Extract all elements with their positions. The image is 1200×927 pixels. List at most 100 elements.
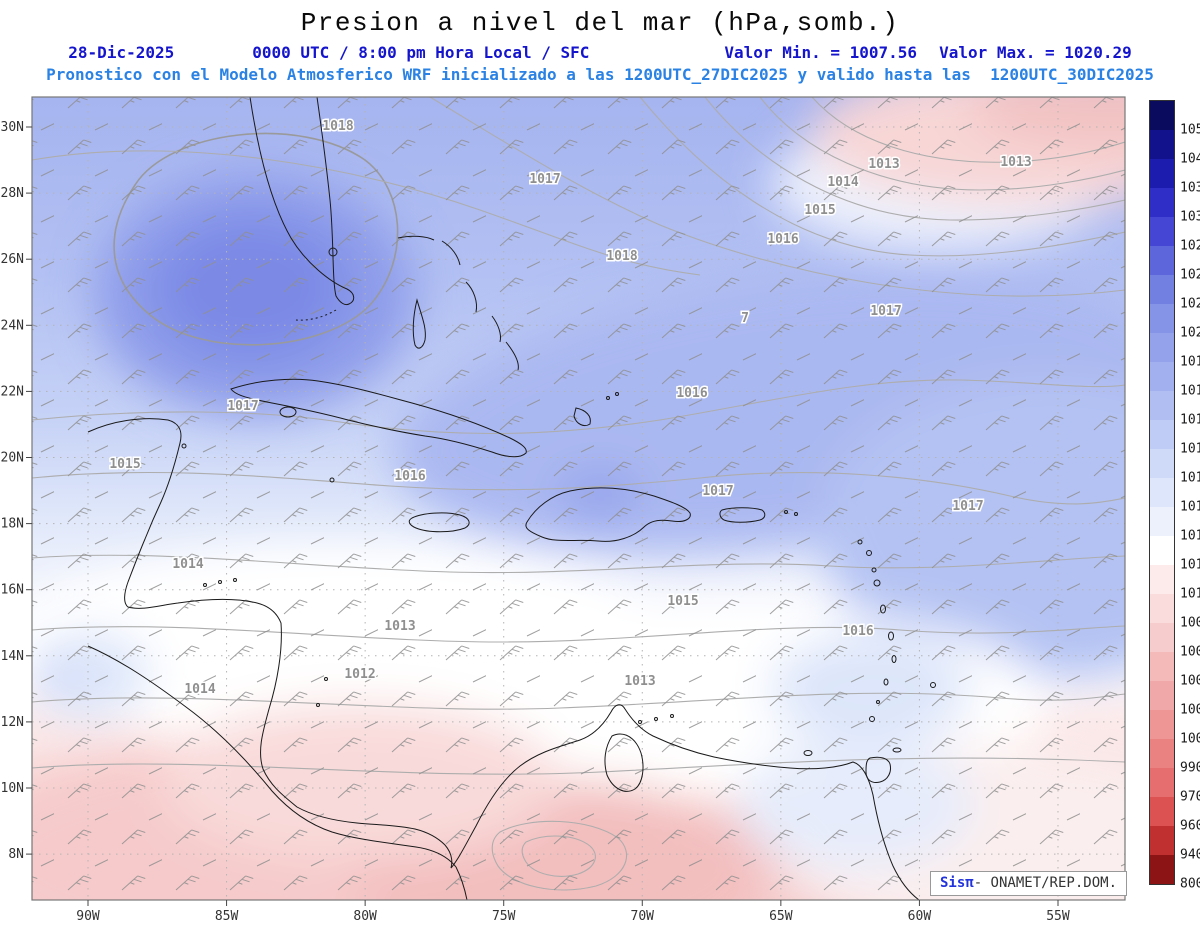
contour-label: 1017 [227, 399, 258, 414]
coast-trinidad [865, 756, 891, 783]
colorbar-label: 1018 [1180, 383, 1200, 399]
colorbar-segment [1150, 797, 1174, 826]
colorbar-label: 1015 [1180, 470, 1200, 486]
colorbar-label: 800 [1180, 876, 1200, 892]
pressure-map: 30N 28N 26N 24N 22N 20N 18N 16N 14N 12N 10N 8N 90W 8… [1, 96, 1126, 924]
lat-tick-label: 16N [1, 583, 24, 598]
contour-label: 1016 [394, 469, 425, 484]
colorbar-segment [1150, 623, 1174, 652]
colorbar-label: 1013 [1180, 528, 1200, 544]
colorbar-label: 1002 [1180, 702, 1200, 718]
colorbar-segment [1150, 362, 1174, 391]
map-frame [31, 96, 1126, 901]
contour-labels: 1018 1013 1013 1014 1015 1016 1017 1018 1017 7 101… [108, 118, 1033, 699]
colorbar-segment [1150, 130, 1174, 159]
colorbar-segment [1150, 739, 1174, 768]
colorbar-segment [1150, 652, 1174, 681]
contour-label: 1016 [767, 232, 798, 247]
lat-tick-label: 12N [1, 715, 24, 730]
colorbar-segment [1150, 449, 1174, 478]
colorbar-label: 1020 [1180, 325, 1200, 341]
colorbar-label: 970 [1180, 789, 1200, 805]
contour-label: 1013 [1000, 155, 1031, 170]
coast-hispaniola [525, 487, 691, 542]
colorbar-label: 1014 [1180, 499, 1200, 515]
forecast-date: 28-Dic-2025 [68, 43, 175, 62]
colorbar-segment [1150, 391, 1174, 420]
longitude-axis: 90W 85W 80W 75W 70W 65W 60W 55W [76, 900, 1070, 924]
colorbar-label: 1035 [1180, 180, 1200, 196]
colorbar-label: 990 [1180, 760, 1200, 776]
colorbar-segment [1150, 159, 1174, 188]
lat-tick-label: 26N [1, 252, 24, 267]
lon-tick-label: 65W [769, 909, 793, 924]
colorbar-label: 1000 [1180, 731, 1200, 747]
contour-label: 1014 [184, 682, 215, 697]
credit-brand: Sisπ [939, 875, 974, 891]
lat-tick-label: 18N [1, 517, 24, 532]
contour-label: 1013 [384, 619, 415, 634]
contour-label: 1016 [842, 624, 873, 639]
header: Presion a nivel del mar (hPa,somb.) 28-D… [0, 0, 1200, 84]
lat-tick-label: 30N [1, 120, 24, 135]
colorbar-label: 1028 [1180, 238, 1200, 254]
model-info-line: Pronostico con el Modelo Atmosferico WRF… [46, 65, 1154, 84]
lon-tick-label: 85W [215, 909, 239, 924]
colorbar-segment [1150, 275, 1174, 304]
colorbar-label: 1040 [1180, 151, 1200, 167]
contour-label: 1015 [667, 594, 698, 609]
colorbar-segment [1150, 101, 1174, 130]
contour-label: 1018 [322, 119, 353, 134]
lat-tick-label: 22N [1, 384, 24, 399]
colorbar-label: 1030 [1180, 209, 1200, 225]
colorbar-label: 1022 [1180, 296, 1200, 312]
contour-label: 1013 [868, 157, 899, 172]
coast-florida [249, 97, 355, 306]
colorbar-segment [1150, 565, 1174, 594]
contour-label: 1017 [702, 484, 733, 499]
forecast-time: 0000 UTC / 8:00 pm Hora Local / SFC [252, 43, 590, 62]
value-max-label: Valor Max. = 1020.29 [939, 43, 1132, 62]
lon-tick-label: 75W [492, 909, 516, 924]
contour-label: 1018 [606, 249, 637, 264]
lon-tick-label: 60W [908, 909, 932, 924]
contour-label: 1017 [529, 172, 560, 187]
lat-tick-label: 8N [8, 847, 24, 862]
colorbar-label: 940 [1180, 847, 1200, 863]
lat-tick-label: 14N [1, 649, 24, 664]
colorbar-segment [1150, 826, 1174, 855]
colorbar-label: 1017 [1180, 412, 1200, 428]
colorbar-segment [1150, 536, 1174, 565]
lake-maracaibo [604, 733, 644, 792]
lon-tick-label: 55W [1046, 909, 1070, 924]
colorbar-label: 1019 [1180, 354, 1200, 370]
colorbar-segment [1150, 594, 1174, 623]
colorbar: 1050 1040 1035 1030 1028 1025 1022 1020 1019 1018… [1149, 100, 1200, 892]
colorbar-label: 1004 [1180, 673, 1200, 689]
colorbar-scale [1149, 100, 1175, 885]
credit-org: - ONAMET/REP.DOM. [973, 875, 1117, 891]
colorbar-segment [1150, 507, 1174, 536]
contour-label: 7 [741, 311, 749, 326]
colorbar-segment [1150, 855, 1174, 884]
lat-tick-label: 20N [1, 451, 24, 466]
colorbar-segment [1150, 420, 1174, 449]
colorbar-label: 1010 [1180, 586, 1200, 602]
credit-badge: Sisπ- ONAMET/REP.DOM. [929, 871, 1127, 896]
contour-label: 1016 [676, 386, 707, 401]
contour-label: 1017 [870, 304, 901, 319]
colorbar-label: 1050 [1180, 122, 1200, 138]
colorbar-segment [1150, 478, 1174, 507]
contour-label: 1015 [109, 457, 140, 472]
contour-label: 1012 [344, 667, 375, 682]
wind-barbs-layer [32, 97, 1125, 900]
colorbar-segment [1150, 768, 1174, 797]
colorbar-segment [1150, 188, 1174, 217]
colorbar-label: 960 [1180, 818, 1200, 834]
contour-label: 1017 [952, 499, 983, 514]
colorbar-label: 1006 [1180, 644, 1200, 660]
lat-tick-label: 24N [1, 318, 24, 333]
map-area: 30N 28N 26N 24N 22N 20N 18N 16N 14N 12N 10N 8N 90W 8… [0, 90, 1200, 927]
colorbar-label: 1012 [1180, 557, 1200, 573]
forecast-info-line: 28-Dic-2025 0000 UTC / 8:00 pm Hora Loca… [0, 43, 1200, 62]
